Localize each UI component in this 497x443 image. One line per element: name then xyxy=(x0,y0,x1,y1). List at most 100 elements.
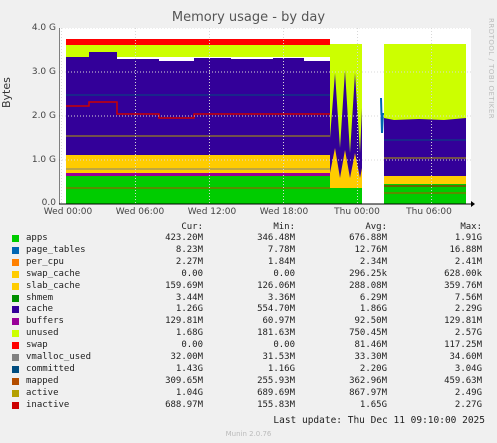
value-avg: 362.96M xyxy=(349,375,387,386)
legend-name: per_cpu xyxy=(26,256,64,267)
y-tick-label: 2.0 G xyxy=(31,111,56,121)
legend-row-mapped: mapped 309.65M 255.93M 362.96M 459.63M xyxy=(12,376,487,388)
value-min: 181.63M xyxy=(257,328,295,339)
buffers-area xyxy=(66,173,330,176)
value-max: 2.57G xyxy=(454,328,482,339)
legend-swatch xyxy=(12,342,19,350)
legend-row-vmalloc-used: vmalloc_used 32.00M 31.53M 33.30M 34.60M xyxy=(12,352,487,364)
legend-swatch xyxy=(12,258,19,266)
col-header-max: Max: xyxy=(460,222,482,232)
value-avg: 33.30M xyxy=(354,352,387,362)
legend-swatch xyxy=(12,282,19,290)
col-header-avg: Avg: xyxy=(365,222,387,232)
apps-area xyxy=(330,188,362,204)
col-header-cur: Cur: xyxy=(181,222,203,232)
value-cur: 1.43G xyxy=(175,363,203,374)
value-max: 628.00k xyxy=(444,268,482,279)
legend-name: apps xyxy=(26,233,48,243)
value-max: 117.25M xyxy=(444,340,482,351)
value-min: 3.36M xyxy=(267,292,295,303)
value-cur: 0.00 xyxy=(181,268,203,279)
legend-row-swap: swap 0.00 0.00 81.46M 117.25M xyxy=(12,340,487,352)
grid xyxy=(59,28,471,204)
stacked-areas xyxy=(66,39,466,204)
legend-row-inactive: inactive 688.97M 155.83M 1.65G 2.27G xyxy=(12,400,487,412)
value-avg: 296.25k xyxy=(349,268,387,279)
value-cur: 2.27M xyxy=(175,256,203,267)
value-avg: 867.97M xyxy=(349,387,387,398)
legend-name: swap_cache xyxy=(26,268,81,279)
legend-name: cache xyxy=(26,304,54,315)
value-min: 155.83M xyxy=(257,399,295,410)
value-cur: 688.97M xyxy=(165,399,203,410)
legend-swatch xyxy=(12,377,19,385)
legend-name: shmem xyxy=(26,292,54,303)
value-cur: 423.20M xyxy=(165,233,203,243)
value-max: 3.04G xyxy=(454,363,482,374)
gap-spike xyxy=(380,97,384,134)
legend-name: committed xyxy=(26,363,75,374)
value-cur: 1.68G xyxy=(175,328,203,339)
value-min: 1.84M xyxy=(267,256,295,267)
legend-row-per-cpu: per_cpu 2.27M 1.84M 2.34M 2.41M xyxy=(12,257,487,269)
value-max: 459.63M xyxy=(444,375,482,386)
value-min: 60.97M xyxy=(262,316,295,327)
y-tick-label: 1.0 G xyxy=(31,155,56,165)
x-tick-label: Wed 12:00 xyxy=(187,207,237,217)
value-avg: 2.20G xyxy=(359,363,387,374)
value-avg: 92.50M xyxy=(354,316,387,327)
x-axis-arrow xyxy=(471,201,475,207)
legend-name: unused xyxy=(26,328,59,339)
legend-row-committed: committed 1.43G 1.16G 2.20G 3.04G xyxy=(12,364,487,376)
munin-version: Munin 2.0.76 xyxy=(225,430,272,438)
legend-name: slab_cache xyxy=(26,280,81,291)
legend-name: vmalloc_used xyxy=(26,352,92,362)
graph-title: Memory usage - by day xyxy=(171,10,326,25)
legend-row-page-tables: page_tables 8.23M 7.78M 12.76M 16.88M xyxy=(12,245,487,257)
value-cur: 159.69M xyxy=(165,280,203,291)
legend-row-swap-cache: swap_cache 0.00 0.00 296.25k 628.00k xyxy=(12,269,487,281)
x-tick-label: Wed 06:00 xyxy=(115,207,165,217)
x-tick-label: Wed 00:00 xyxy=(43,207,93,217)
value-min: 1.16G xyxy=(267,363,295,374)
value-cur: 1.26G xyxy=(175,304,203,315)
y-tick-label: 3.0 G xyxy=(31,67,56,77)
legend-row-shmem: shmem 3.44M 3.36M 6.29M 7.56M xyxy=(12,293,487,305)
value-max: 2.49G xyxy=(454,387,482,398)
y-tick-label: 4.0 G xyxy=(31,23,56,33)
value-min: 554.70M xyxy=(257,304,295,315)
legend-row-apps: apps 423.20M 346.48M 676.88M 1.91G xyxy=(12,233,487,245)
legend-row-cache: cache 1.26G 554.70M 1.86G 2.29G xyxy=(12,304,487,316)
legend-name: inactive xyxy=(26,399,70,410)
legend-swatch xyxy=(12,389,19,397)
legend-swatch xyxy=(12,354,19,361)
value-min: 346.48M xyxy=(257,233,295,243)
value-min: 31.53M xyxy=(262,352,295,362)
value-cur: 129.81M xyxy=(165,316,203,327)
legend-row-buffers: buffers 129.81M 60.97M 92.50M 129.81M xyxy=(12,316,487,328)
value-max: 2.27G xyxy=(454,399,482,410)
value-avg: 1.65G xyxy=(359,399,387,410)
value-max: 16.88M xyxy=(449,244,482,255)
legend-swatch xyxy=(12,401,19,409)
legend-name: active xyxy=(26,387,59,398)
memory-area-chart xyxy=(59,28,475,207)
legend-swatch xyxy=(12,270,19,278)
value-cur: 32.00M xyxy=(170,352,203,362)
apps-area xyxy=(66,176,330,204)
legend-swatch xyxy=(12,246,19,254)
unused-area xyxy=(66,45,330,57)
col-header-min: Min: xyxy=(273,222,295,232)
last-update: Last update: Thu Dec 11 09:10:00 2025 xyxy=(273,415,485,426)
value-cur: 3.44M xyxy=(175,292,203,303)
x-tick-label: Thu 06:00 xyxy=(406,207,452,217)
value-max: 1.91G xyxy=(454,233,482,243)
legend-name: buffers xyxy=(26,316,64,327)
value-max: 129.81M xyxy=(444,316,482,327)
apps-area xyxy=(384,184,466,204)
value-max: 359.76M xyxy=(444,280,482,291)
value-avg: 2.34M xyxy=(359,256,387,267)
value-min: 0.00 xyxy=(273,268,295,279)
cache-area xyxy=(66,52,330,155)
legend-swatch xyxy=(12,330,19,338)
